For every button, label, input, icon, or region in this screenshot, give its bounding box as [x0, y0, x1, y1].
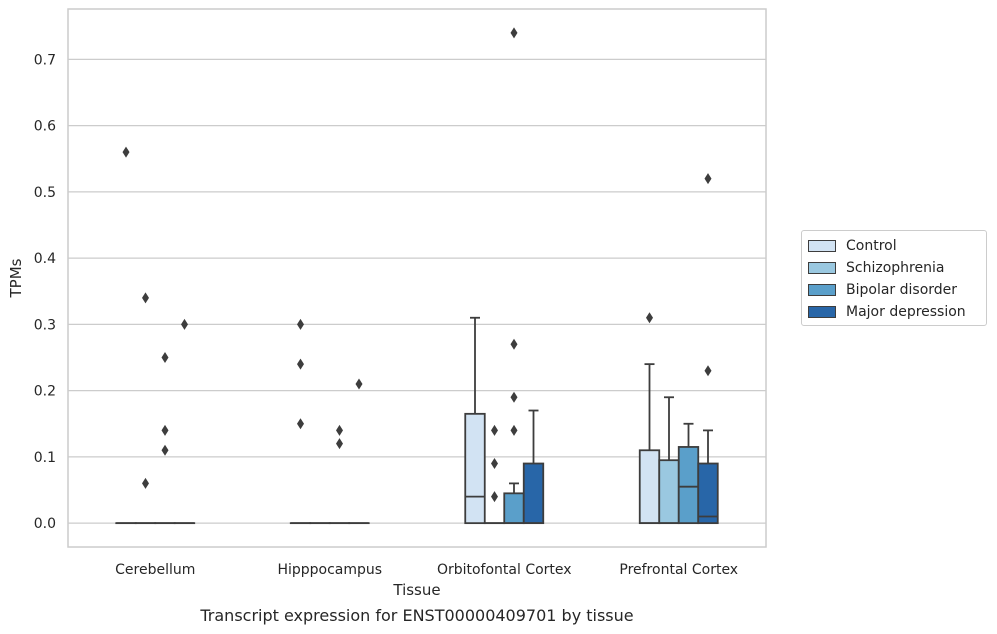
y-axis-title: TPMs: [7, 258, 25, 298]
outlier-point: [336, 424, 343, 436]
box-schizophrenia-prefrontal-cortex: [658, 396, 680, 525]
outlier-point: [161, 444, 169, 456]
figure-caption: Transcript expression for ENST0000040970…: [200, 606, 634, 625]
x-axis-title: Tissue: [392, 581, 440, 599]
outlier-point: [297, 318, 304, 330]
outlier-point: [510, 391, 518, 403]
x-tick-label: Hipppocampus: [277, 562, 382, 578]
y-tick-label: 0.6: [34, 119, 56, 135]
legend: Control Schizophrenia Bipolar disorder M…: [801, 230, 987, 326]
outlier-point: [510, 338, 518, 350]
legend-item-control: Control: [808, 237, 897, 255]
outlier-point: [510, 27, 518, 39]
outlier-point: [510, 424, 518, 436]
box-major-depression-cerebellum: [173, 318, 196, 525]
outlier-point: [142, 292, 149, 304]
outlier-point: [704, 173, 712, 185]
box-body: [638, 449, 661, 525]
outlier-point: [704, 365, 712, 377]
x-tick-label: Orbitofontal Cortex: [437, 562, 572, 578]
legend-item-major-depression: Major depression: [808, 303, 966, 321]
box-body: [503, 492, 525, 525]
box-body: [697, 462, 719, 525]
box-control-prefrontal-cortex: [638, 312, 661, 525]
legend-swatch-schizophrenia: [808, 262, 836, 274]
x-tick-label: Cerebellum: [115, 562, 195, 578]
outlier-point: [336, 438, 343, 450]
y-tick-label: 0.0: [34, 516, 56, 532]
box-body: [522, 462, 545, 525]
outlier-point: [491, 424, 498, 436]
outlier-point: [122, 146, 130, 158]
outlier-point: [297, 358, 304, 370]
legend-label-schizophrenia: Schizophrenia: [846, 260, 945, 276]
y-tick-label: 0.2: [34, 384, 56, 400]
outlier-point: [355, 378, 363, 390]
box-control-cerebellum: [115, 146, 137, 525]
box-major-depression-orbitofontal-cortex: [522, 409, 545, 525]
box-schizophrenia-cerebellum: [134, 292, 157, 525]
outlier-point: [181, 318, 188, 330]
legend-label-major-depression: Major depression: [846, 304, 966, 320]
legend-item-schizophrenia: Schizophrenia: [808, 259, 944, 277]
box-major-depression-hipppocampus: [348, 378, 370, 525]
x-tick-labels: Cerebellum Hipppocampus Orbitofontal Corte…: [115, 562, 738, 578]
legend-label-control: Control: [846, 238, 897, 254]
box-control-orbitofontal-cortex: [464, 316, 486, 525]
y-tick-label: 0.1: [34, 450, 56, 466]
box-body: [658, 459, 680, 525]
outlier-point: [161, 352, 169, 364]
box-groups: [115, 27, 719, 525]
outlier-point: [142, 477, 149, 489]
legend-swatch-major-depression: [808, 306, 836, 318]
box-bipolar-disorder-cerebellum: [154, 352, 176, 525]
outlier-point: [161, 424, 169, 436]
y-tick-label: 0.3: [34, 317, 56, 333]
legend-label-bipolar-disorder: Bipolar disorder: [846, 282, 958, 298]
box-body: [464, 412, 486, 525]
y-tick-label: 0.7: [34, 52, 56, 68]
y-tick-label: 0.4: [34, 251, 56, 267]
outlier-point: [646, 312, 653, 324]
box-schizophrenia-orbitofontal-cortex: [483, 424, 506, 525]
legend-swatch-bipolar-disorder: [808, 284, 836, 296]
y-tick-label: 0.5: [34, 185, 56, 201]
legend-swatch-control: [808, 240, 836, 252]
x-tick-label: Prefrontal Cortex: [619, 562, 738, 578]
box-control-hipppocampus: [289, 318, 312, 525]
legend-item-bipolar-disorder: Bipolar disorder: [808, 281, 957, 299]
outlier-point: [491, 458, 498, 470]
plot-frame: [67, 8, 767, 548]
box-bipolar-disorder-prefrontal-cortex: [677, 422, 700, 525]
box-body: [677, 446, 700, 525]
outlier-point: [297, 418, 304, 430]
box-bipolar-disorder-hipppocampus: [328, 424, 351, 525]
box-major-depression-prefrontal-cortex: [697, 173, 719, 525]
y-gridlines: [68, 58, 766, 524]
y-tick-labels: 0.0 0.1 0.2 0.3 0.4 0.5 0.6 0.7: [34, 52, 56, 532]
box-bipolar-disorder-orbitofontal-cortex: [503, 27, 525, 525]
outlier-point: [491, 491, 498, 503]
